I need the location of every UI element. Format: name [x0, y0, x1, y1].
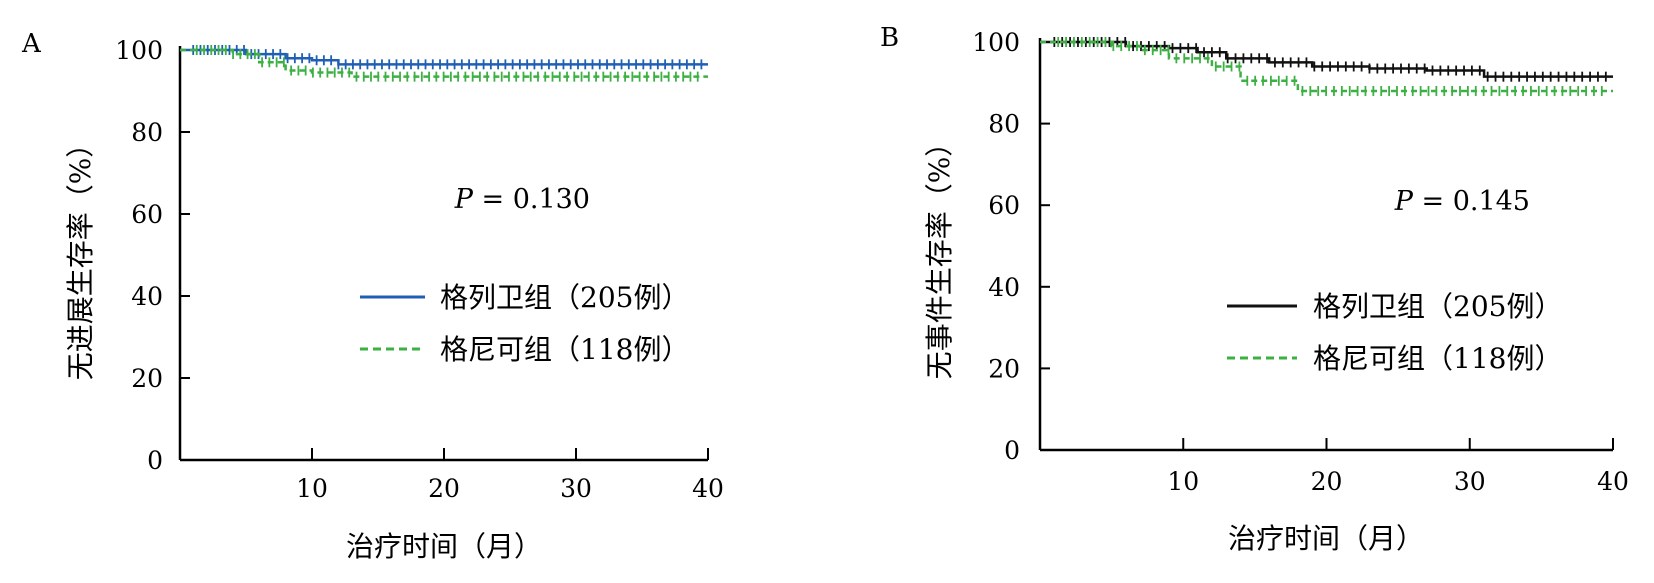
censor-marks	[195, 45, 699, 82]
y-tick-label: 100	[972, 28, 1020, 57]
series-1	[1040, 37, 1613, 96]
p-value-symbol: P	[454, 184, 474, 215]
series-0	[180, 45, 708, 70]
p-value-symbol: P	[1394, 186, 1414, 217]
y-tick-label: 100	[115, 36, 163, 65]
p-value-annotation: P = 0.145	[1394, 186, 1530, 217]
legend-label: 格尼可组（118例）	[1313, 342, 1562, 375]
legend-label: 格列卫组（205例）	[1313, 290, 1562, 323]
p-value-text: = 0.130	[473, 184, 590, 215]
series-0	[1040, 37, 1613, 82]
x-tick-label: 20	[1311, 467, 1343, 496]
y-tick-label: 40	[131, 282, 163, 311]
y-tick-label: 60	[988, 191, 1020, 220]
y-axis-title: 无进展生存率（%）	[64, 130, 97, 381]
x-tick-label: 20	[428, 474, 460, 503]
x-axis-title: 治疗时间（月）	[1228, 522, 1424, 555]
censor-marks	[1053, 37, 1607, 82]
panel-a: A 0 20 40 60 80 100 10 20 30 40 治疗时间（月） 无进展生存率（%） P =…	[21, 29, 724, 563]
series-1	[180, 45, 708, 82]
legend-label: 格尼可组（118例）	[440, 333, 689, 366]
y-tick-label: 0	[147, 446, 163, 475]
y-tick-label: 20	[988, 354, 1020, 383]
p-value-text: = 0.145	[1413, 186, 1530, 217]
y-tick-label: 0	[1004, 436, 1020, 465]
legend-label: 格列卫组（205例）	[440, 281, 689, 314]
y-tick-label: 60	[131, 200, 163, 229]
y-tick-label: 80	[131, 118, 163, 147]
panel-b: B 0 20 40 60 80 100 10 20 30 40 治疗时间（月） 无事件生存率（%） P =…	[880, 23, 1629, 555]
y-axis-title: 无事件生存率（%）	[923, 129, 956, 380]
x-axis-title: 治疗时间（月）	[346, 530, 542, 563]
x-tick-label: 30	[560, 474, 592, 503]
y-tick-label: 20	[131, 364, 163, 393]
panel-label: A	[21, 29, 42, 59]
x-tick-label: 40	[692, 474, 724, 503]
panel-label: B	[880, 23, 899, 53]
censor-marks	[1057, 37, 1603, 96]
p-value-annotation: P = 0.130	[454, 184, 590, 215]
y-tick-label: 80	[988, 110, 1020, 139]
y-tick-label: 40	[988, 273, 1020, 302]
x-tick-label: 10	[1167, 467, 1199, 496]
survival-curve	[1040, 40, 1613, 93]
x-tick-label: 40	[1597, 467, 1629, 496]
x-tick-label: 10	[296, 474, 328, 503]
x-tick-label: 30	[1454, 467, 1486, 496]
